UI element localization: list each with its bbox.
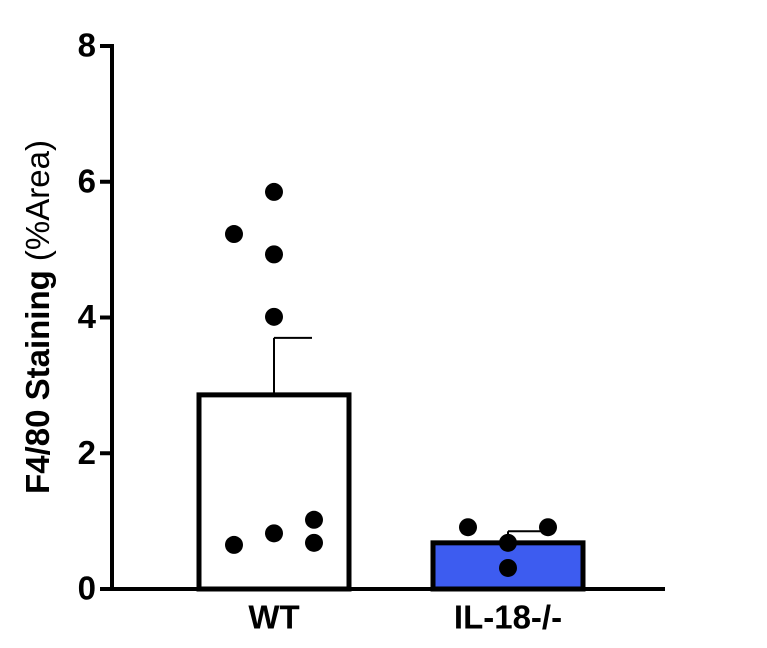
data-point: [305, 510, 323, 529]
data-point: [265, 307, 283, 326]
bar: [196, 392, 352, 592]
y-axis-label: F4/80 Staining (%Area): [19, 140, 56, 494]
data-point: [499, 533, 517, 552]
error-bar: [273, 336, 312, 395]
x-tick-label: IL-18-/-: [454, 599, 562, 636]
y-tick-label: 0: [78, 570, 96, 607]
data-point: [459, 518, 477, 537]
y-tick-label: 6: [78, 162, 96, 199]
data-point: [225, 225, 243, 244]
data-point: [305, 533, 323, 552]
y-tick-label: 2: [78, 434, 96, 471]
data-point: [499, 558, 517, 577]
data-point: [265, 245, 283, 264]
data-point: [265, 524, 283, 543]
x-tick-label: WT: [248, 599, 299, 636]
y-tick-label: 8: [78, 27, 96, 64]
y-tick-label: 4: [78, 298, 97, 335]
data-point: [539, 518, 557, 537]
data-point: [265, 182, 283, 201]
data-point: [225, 535, 243, 554]
y-label-main: F4/80 Staining: [19, 270, 56, 494]
y-label-unit: (%Area): [19, 140, 56, 261]
